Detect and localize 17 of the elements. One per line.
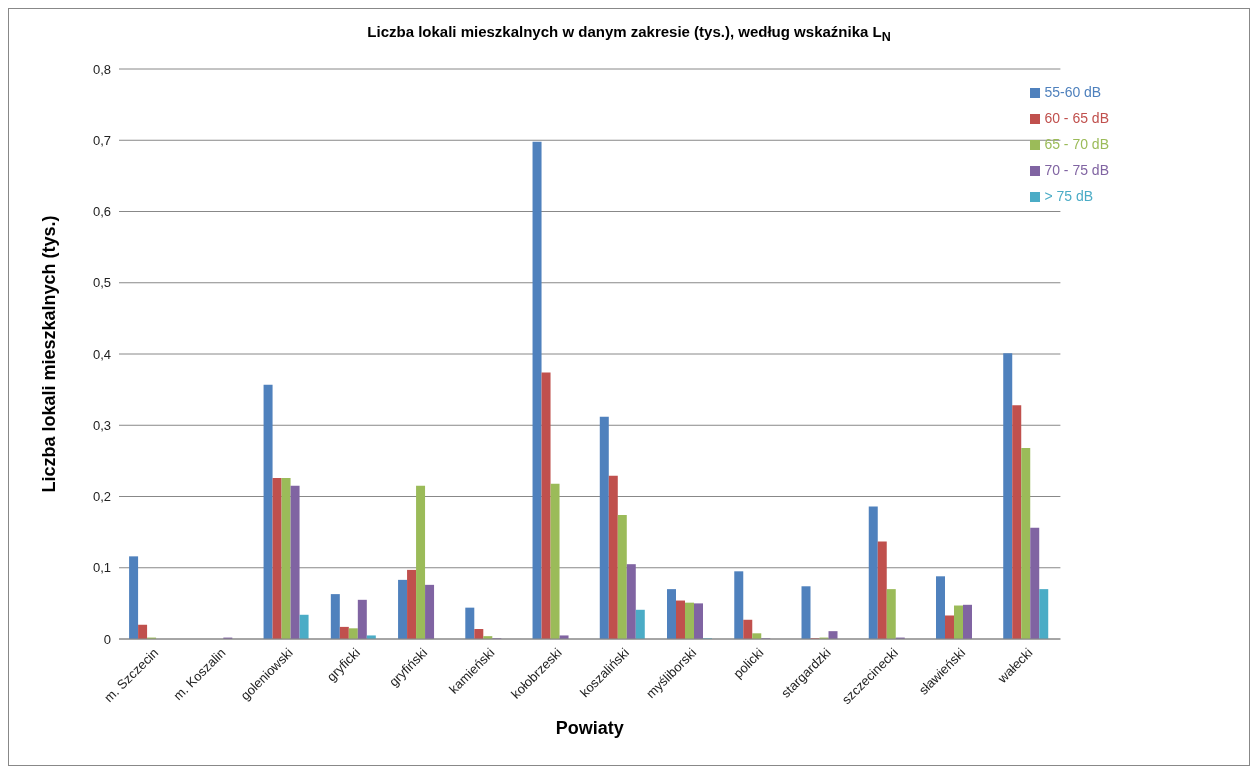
y-tick-label: 0,4 — [92, 346, 111, 362]
y-tick-label: 0,5 — [92, 275, 111, 291]
y-tick-label: 0 — [103, 631, 111, 647]
legend-label: 55-60 dB — [1044, 84, 1102, 100]
legend-label: 60 - 65 dB — [1044, 110, 1109, 126]
y-axis-title: Liczba lokali mieszkalnych (tys.) — [39, 215, 60, 493]
y-tick-label: 0,2 — [92, 489, 111, 505]
x-axis-title: Powiaty — [555, 718, 624, 738]
y-tick-label: 0,7 — [92, 132, 111, 148]
chart-title: Liczba lokali mieszkalnych w danym zakresie (tys.), według wskaźnika L$_{N}$ — [366, 23, 892, 44]
y-tick-label: 0,8 — [92, 61, 111, 77]
legend-label: 70 - 75 dB — [1044, 162, 1109, 178]
legend-label: 65 - 70 dB — [1044, 136, 1109, 152]
legend-label: > 75 dB — [1044, 188, 1094, 204]
y-tick-label: 0,6 — [92, 204, 111, 220]
y-tick-label: 0,1 — [92, 560, 111, 576]
y-tick-label: 0,3 — [92, 417, 111, 433]
